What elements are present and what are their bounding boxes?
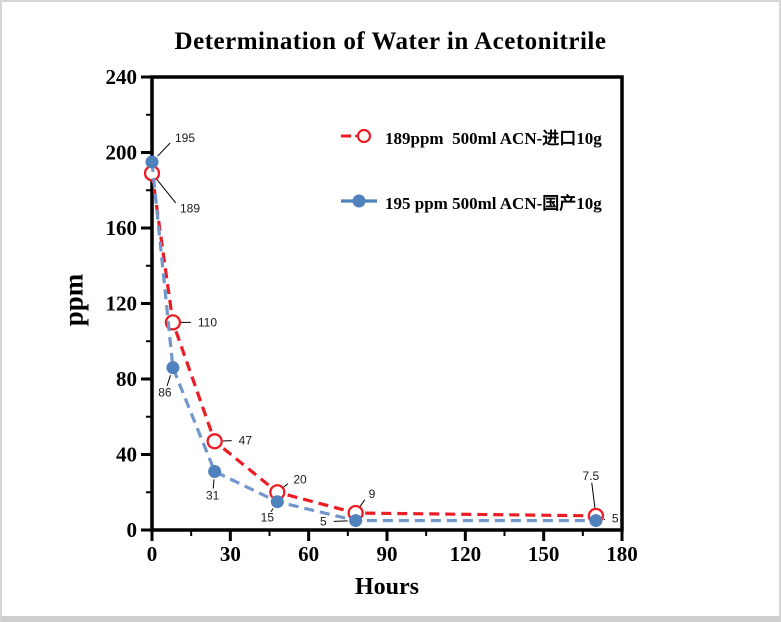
legend-entry-imported: 189ppm 500ml ACN-进口10g <box>340 124 602 148</box>
data-point-label: 47 <box>239 433 253 447</box>
filled-circle-marker <box>145 155 159 169</box>
legend-marker-dashed-open-circle-icon <box>341 128 372 144</box>
filled-circle-marker <box>349 514 363 528</box>
data-point-label: 9 <box>369 487 376 501</box>
y-tick-label: 240 <box>106 65 138 89</box>
x-tick-label: 120 <box>450 542 482 566</box>
y-tick-label: 40 <box>116 443 137 467</box>
x-tick-label: 90 <box>377 542 398 566</box>
filled-circle-marker <box>589 514 603 528</box>
x-tick-label: 0 <box>147 542 158 566</box>
leader-line <box>283 483 289 488</box>
y-tick-label: 160 <box>106 216 138 240</box>
legend-marker-solid-filled-circle-icon <box>341 194 377 208</box>
chart-title: Determination of Water in Acetonitrile <box>174 28 607 55</box>
leader-line <box>212 479 215 489</box>
data-point-label: 5 <box>612 512 619 526</box>
leader-line <box>591 482 596 508</box>
y-tick-label: 120 <box>106 292 138 316</box>
legend-label-imported: 189ppm 500ml ACN-进口10g <box>385 128 602 148</box>
open-circle-marker <box>206 433 223 450</box>
legend-entry-domestic: 195 ppm 500ml ACN-国产10g <box>340 189 602 213</box>
y-tick-label: 0 <box>127 518 138 542</box>
data-point-label: 20 <box>293 472 307 486</box>
data-point-label: 5 <box>320 515 327 529</box>
x-tick-label: 30 <box>220 542 241 566</box>
x-tick-label: 180 <box>606 542 638 566</box>
data-point-label: 86 <box>158 386 172 400</box>
y-tick-label: 200 <box>106 141 138 165</box>
leader-line <box>157 142 171 157</box>
data-point-label: 189 <box>180 201 200 215</box>
x-tick-label: 60 <box>298 542 319 566</box>
data-point-label: 195 <box>175 131 195 145</box>
y-tick-label: 80 <box>116 367 137 391</box>
leader-line <box>156 179 177 204</box>
series-line-domestic <box>150 161 596 523</box>
filled-circle-marker <box>208 464 222 478</box>
leader-line <box>359 499 366 507</box>
filled-circle-marker <box>166 361 180 375</box>
data-point-label: 110 <box>198 315 217 329</box>
legend: 189ppm 500ml ACN-进口10g 195 ppm 500ml ACN… <box>340 124 602 254</box>
x-tick-label: 150 <box>528 542 560 566</box>
data-point-label: 31 <box>206 488 220 502</box>
legend-label-domestic: 195 ppm 500ml ACN-国产10g <box>385 193 602 213</box>
leader-line <box>166 375 171 387</box>
leader-line <box>270 508 274 513</box>
data-point-label: 7.5 <box>583 469 600 483</box>
data-point-label: 15 <box>261 511 275 525</box>
filled-circle-marker <box>270 495 284 509</box>
x-axis-title: Hours <box>354 574 419 600</box>
